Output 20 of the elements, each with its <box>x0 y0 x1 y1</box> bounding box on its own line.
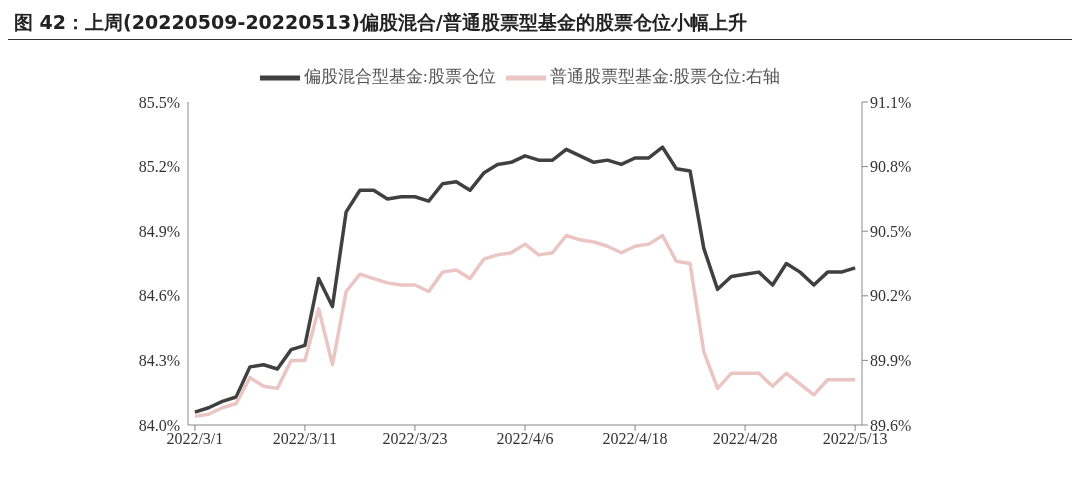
y-tick-label: 84.3% <box>138 352 180 370</box>
line-series <box>193 145 857 414</box>
line-series <box>193 233 857 419</box>
y-tick-label: 85.2% <box>138 158 180 176</box>
x-tick-label: 2022/3/11 <box>272 430 338 448</box>
legend-label: 偏股混合型基金:股票仓位 <box>303 66 496 86</box>
chart-title: 图 42：上周(20220509-20220513)偏股混合/普通股票型基金的股票仓位小幅上升 <box>8 8 1072 40</box>
y2-tick-label: 89.9% <box>870 352 912 370</box>
y2-tick-label: 91.1% <box>870 93 912 111</box>
x-tick-label: 2022/4/28 <box>712 430 778 448</box>
y-tick-label: 85.5% <box>138 93 180 111</box>
x-tick-label: 2022/4/6 <box>496 430 554 448</box>
x-tick-label: 2022/4/18 <box>602 430 668 448</box>
x-tick-label: 2022/3/23 <box>382 430 448 448</box>
y-tick-label: 84.6% <box>138 287 180 305</box>
y2-tick-label: 90.2% <box>870 287 912 305</box>
y2-tick-label: 90.8% <box>870 158 912 176</box>
legend-label: 普通股票型基金:股票仓位:右轴 <box>549 66 781 86</box>
y2-tick-label: 90.5% <box>870 222 912 240</box>
y-tick-label: 84.9% <box>138 222 180 240</box>
